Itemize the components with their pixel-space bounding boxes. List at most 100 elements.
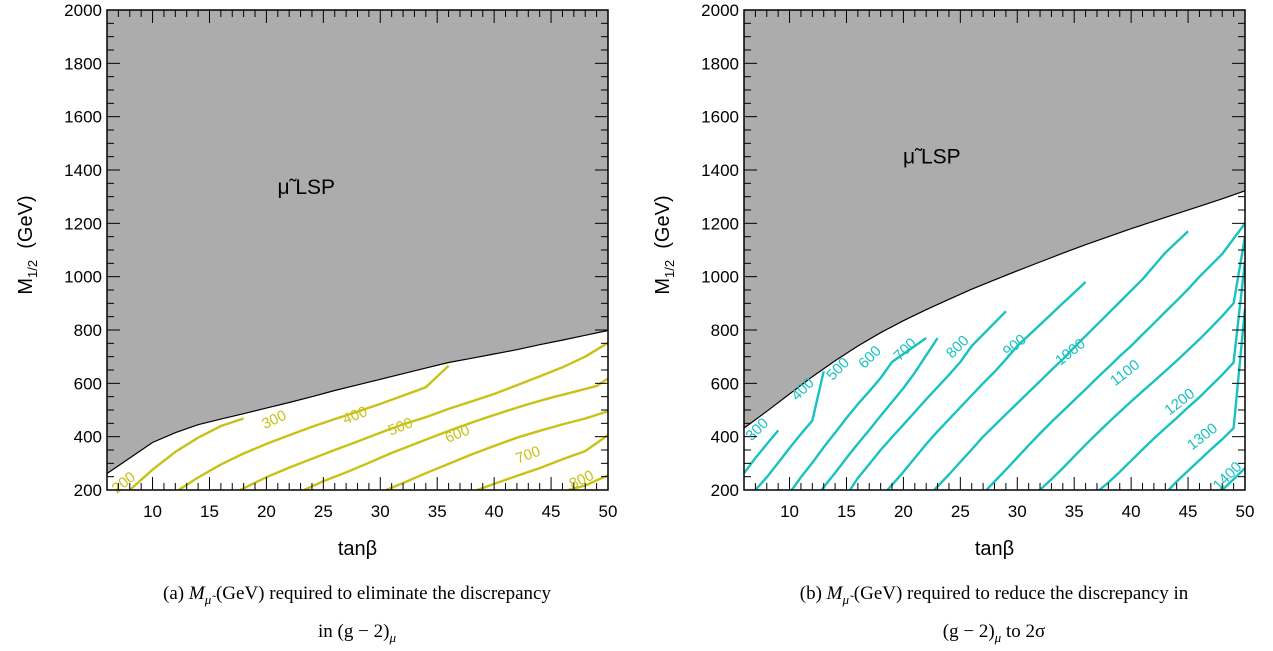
y-axis-title-text: M1/2 (GeV) [652, 195, 677, 294]
contour-label-1000: 1000 [1052, 335, 1089, 369]
y-tick-label: 400 [711, 428, 739, 447]
caption-line-2: in (g − 2)μ [318, 621, 396, 645]
contour-lines [744, 222, 1245, 490]
x-tick-label: 35 [1065, 502, 1084, 521]
y-tick-label: 2000 [64, 1, 102, 20]
y-axis-title-symbol: M [652, 278, 674, 295]
contour-line-1200 [1098, 261, 1245, 490]
y-axis-title: M1/2 (GeV) [15, 195, 40, 294]
y-tick-label: 1200 [701, 214, 739, 233]
contour-label-700: 700 [513, 443, 542, 468]
contour-line-600 [820, 337, 939, 490]
y-tick-label: 600 [711, 374, 739, 393]
x-tick-label: 15 [200, 502, 219, 521]
contour-line-1100 [1039, 236, 1245, 490]
contour-line-600 [385, 410, 608, 490]
x-tick-label: 25 [314, 502, 333, 521]
y-tick-label: 800 [711, 321, 739, 340]
x-tick-label: 45 [1179, 502, 1198, 521]
contour-line-700 [848, 310, 1007, 490]
contour-label-300: 300 [259, 407, 289, 433]
contour-label-500: 500 [386, 414, 416, 439]
caption-rest: (GeV) required to eliminate the discrepa… [211, 583, 551, 604]
caption-line-2-main: in (g − 2) [318, 621, 389, 642]
caption-rest: (GeV) required to reduce the discrepancy… [849, 583, 1189, 604]
excluded-region [744, 10, 1245, 429]
x-tick-label: 30 [371, 502, 390, 521]
contour-line-400 [239, 341, 608, 490]
y-tick-label: 1600 [701, 108, 739, 127]
caption-line-2-rest: to 2σ [1001, 621, 1045, 642]
contour-line-500 [790, 337, 927, 490]
x-tick-label: 40 [1122, 502, 1141, 521]
x-tick-label: 10 [143, 502, 162, 521]
x-tick-label: 20 [257, 502, 276, 521]
y-axis-title: M1/2 (GeV) [652, 195, 677, 294]
x-tick-label: 10 [780, 502, 799, 521]
x-tick-label: 45 [542, 502, 561, 521]
region-label: μ̃ LSP [277, 176, 335, 199]
y-axis-title-subscript: 1/2 [25, 260, 40, 278]
contour-label-900: 900 [1000, 331, 1030, 360]
x-tick-label: 40 [485, 502, 504, 521]
y-axis-title-unit: (GeV) [15, 195, 37, 248]
y-tick-label: 200 [711, 481, 739, 500]
x-tick-label: 50 [1236, 502, 1255, 521]
y-tick-label: 1400 [64, 161, 102, 180]
contour-line-200 [129, 417, 244, 490]
panel-a: 200 300 400 500 600 700 800 μ̃ LSP 10 15 20 25 30 35 4… [15, 1, 617, 645]
contour-line-1400 [1221, 467, 1245, 490]
y-tick-label: 1800 [64, 54, 102, 73]
y-tick-label: 600 [74, 374, 102, 393]
excluded-region-boundary [106, 329, 609, 474]
caption-prefix: (b) [800, 583, 827, 604]
contour-label-1300: 1300 [1184, 420, 1221, 454]
contour-lines [129, 341, 608, 490]
y-tick-label: 1800 [701, 54, 739, 73]
y-axis-title-subscript: 1/2 [662, 260, 677, 278]
y-tick-label: 400 [74, 428, 102, 447]
caption-line-2-sub: μ [388, 630, 396, 645]
contour-line-800 [886, 281, 1087, 490]
contour-line-300 [178, 364, 450, 490]
y-tick-label: 1000 [701, 268, 739, 287]
x-tick-label: 20 [894, 502, 913, 521]
contour-line-1300 [1167, 308, 1245, 490]
caption-line-1: (a) Mμ̃ (GeV) required to eliminate the … [163, 583, 551, 607]
y-axis-title-unit: (GeV) [652, 195, 674, 248]
contour-label-600: 600 [855, 342, 885, 372]
x-axis-title: tanβ [975, 538, 1014, 560]
caption-prefix: (a) [163, 583, 189, 604]
contour-line-900 [933, 230, 1189, 490]
y-tick-label: 1400 [701, 161, 739, 180]
x-tick-label: 25 [951, 502, 970, 521]
caption-line-2-main: (g − 2) [943, 621, 995, 642]
excluded-region [107, 10, 608, 474]
y-tick-label: 1600 [64, 108, 102, 127]
caption-line-2-sub: μ [994, 630, 1002, 645]
y-axis-title-text: M1/2 (GeV) [15, 195, 40, 294]
y-tick-label: 1000 [64, 268, 102, 287]
caption-symbol: M [188, 583, 206, 604]
caption-line-1: (b) Mμ̃ (GeV) required to reduce the dis… [800, 583, 1189, 607]
contour-label-800: 800 [567, 467, 597, 493]
contour-line-400 [754, 371, 825, 490]
y-tick-label: 2000 [701, 1, 739, 20]
x-tick-label: 50 [599, 502, 618, 521]
contour-label-800: 800 [943, 332, 973, 362]
x-axis-title: tanβ [338, 538, 377, 560]
contour-line-500 [303, 377, 608, 490]
x-tick-label: 30 [1008, 502, 1027, 521]
caption-symbol: M [826, 583, 844, 604]
contour-label-600: 600 [443, 422, 473, 447]
contour-label-1100: 1100 [1107, 356, 1143, 389]
y-axis-title-symbol: M [15, 278, 37, 295]
y-tick-label: 200 [74, 481, 102, 500]
contour-label-400: 400 [340, 403, 370, 428]
y-tick-label: 1200 [64, 214, 102, 233]
contour-line-1000 [985, 222, 1245, 490]
x-tick-label: 15 [837, 502, 856, 521]
contour-line-300 [744, 429, 780, 474]
